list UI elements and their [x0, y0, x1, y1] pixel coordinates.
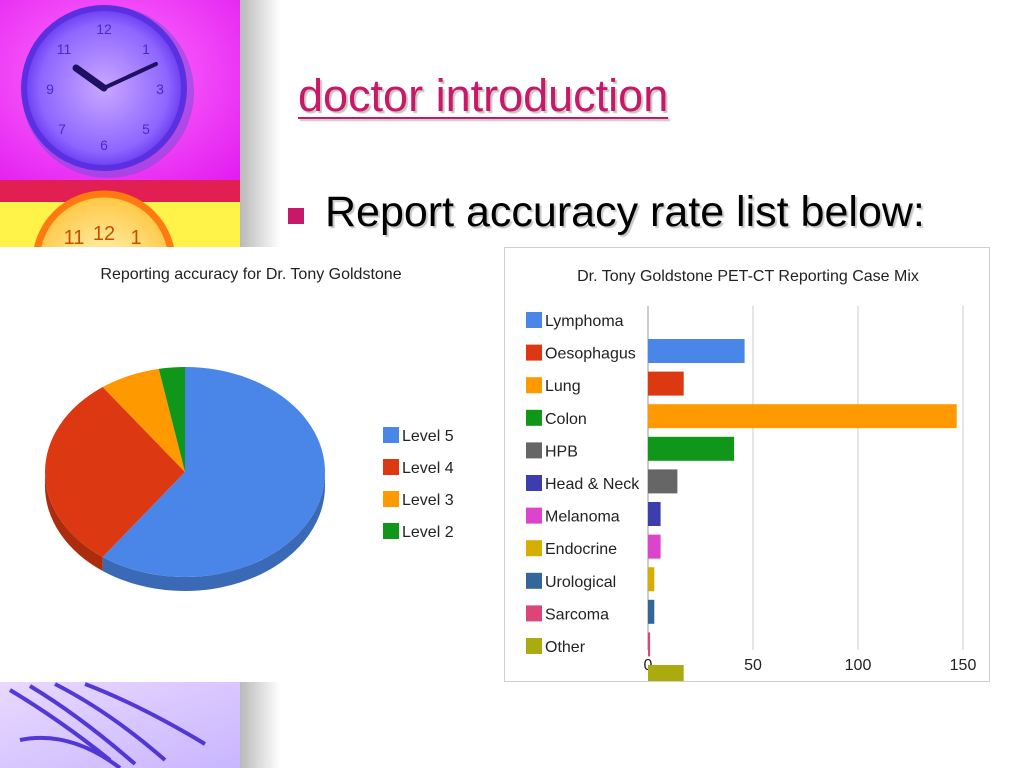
bullet-text: Report accuracy rate list below: [325, 188, 925, 236]
bar-legend-label: Colon [545, 411, 587, 428]
bars [648, 339, 957, 689]
slide-title: doctor introduction [298, 70, 669, 121]
decorative-clock-strip: 12 1 3 6 9 11 5 7 12 11 1 [0, 0, 240, 768]
bar-other [648, 665, 684, 689]
bar-legend-label: Head & Neck [545, 476, 640, 493]
svg-text:12: 12 [93, 223, 115, 245]
bar-legend-label: Lung [545, 378, 581, 395]
bar-urological [648, 599, 655, 624]
bar-chart: Dr. Tony Goldstone PET-CT Reporting Case… [526, 268, 977, 689]
svg-text:5: 5 [142, 121, 150, 137]
bar-legend-label: Other [545, 639, 586, 656]
svg-text:7: 7 [58, 121, 66, 137]
bar-endocrine [648, 567, 655, 592]
pie-legend-label: Level 4 [402, 460, 454, 477]
bar-legend-swatch [526, 540, 542, 557]
pie-slice-side [102, 472, 325, 591]
bar-legend-label: Sarcoma [545, 606, 609, 623]
svg-text:3: 3 [156, 81, 164, 97]
pie-slices [44, 367, 325, 577]
bar-chart-title: Dr. Tony Goldstone PET-CT Reporting Case… [577, 268, 919, 285]
bar-lung [648, 404, 957, 429]
bar-hpb [648, 469, 678, 494]
svg-text:1: 1 [130, 227, 141, 249]
pie-legend: Level 5 Level 4 Level 3 Level 2 [383, 427, 454, 541]
bullet-square-icon [288, 208, 304, 224]
pie-slice-level-4 [44, 387, 185, 557]
bar-legend-swatch [526, 507, 542, 524]
bar-legend-swatch [526, 638, 542, 654]
bar-legend-swatch [526, 377, 542, 394]
pie-legend-swatch [383, 523, 399, 539]
svg-text:11: 11 [57, 41, 72, 57]
pie-legend-label: Level 3 [402, 492, 454, 509]
pie-legend-swatch [383, 491, 399, 507]
bar-legend-swatch [526, 442, 542, 459]
pie-legend-label: Level 2 [402, 524, 454, 541]
pie-slice-level-5 [102, 367, 325, 577]
bar-lymphoma [648, 339, 745, 363]
svg-text:12: 12 [96, 21, 112, 37]
bar-legend-label: Urological [545, 574, 616, 591]
pie-chart-title: Reporting accuracy for Dr. Tony Goldston… [100, 266, 401, 283]
pie-legend-swatch [383, 459, 399, 475]
x-tick-label: 50 [744, 657, 762, 674]
pie-slice-level-3 [102, 368, 185, 472]
svg-text:1: 1 [142, 41, 150, 57]
x-tick-label: 100 [845, 657, 872, 674]
bar-head-neck [648, 502, 661, 526]
bar-legend-label: Lymphoma [545, 313, 624, 330]
bar-legend-label: Melanoma [545, 509, 620, 526]
bar-legend: Lymphoma Oesophagus Lung Colon HPB Head & Nec… [526, 312, 640, 656]
bar-oesophagus [648, 371, 684, 396]
pie-chart: Reporting accuracy for Dr. Tony Goldston… [44, 266, 454, 591]
pie-slice-side [44, 472, 103, 571]
pie-slice-level-2 [158, 367, 185, 472]
bar-legend-swatch [526, 312, 542, 328]
x-tick-label: 150 [950, 657, 977, 674]
bar-legend-swatch [526, 344, 542, 361]
svg-text:11: 11 [64, 227, 85, 249]
pie-depth [44, 472, 325, 591]
bar-chart-panel: Dr. Tony Goldstone PET-CT Reporting Case… [504, 247, 990, 689]
bar-legend-swatch [526, 572, 542, 589]
bar-legend-label: Endocrine [545, 541, 617, 558]
clock-collage-image: 12 1 3 6 9 11 5 7 12 11 1 [0, 0, 240, 768]
bar-melanoma [648, 534, 661, 559]
bar-sarcoma [648, 632, 651, 657]
bar-colon [648, 436, 735, 461]
bar-legend-label: HPB [545, 443, 578, 460]
bar-legend-swatch [526, 605, 542, 622]
svg-text:6: 6 [100, 137, 108, 153]
bar-legend-swatch [526, 475, 542, 491]
pie-legend-swatch [383, 427, 399, 443]
pie-chart-panel: Reporting accuracy for Dr. Tony Goldston… [0, 247, 502, 682]
pie-legend-label: Level 5 [402, 428, 454, 445]
bar-legend-label: Oesophagus [545, 346, 636, 363]
svg-text:9: 9 [46, 81, 54, 97]
bar-legend-swatch [526, 409, 542, 426]
